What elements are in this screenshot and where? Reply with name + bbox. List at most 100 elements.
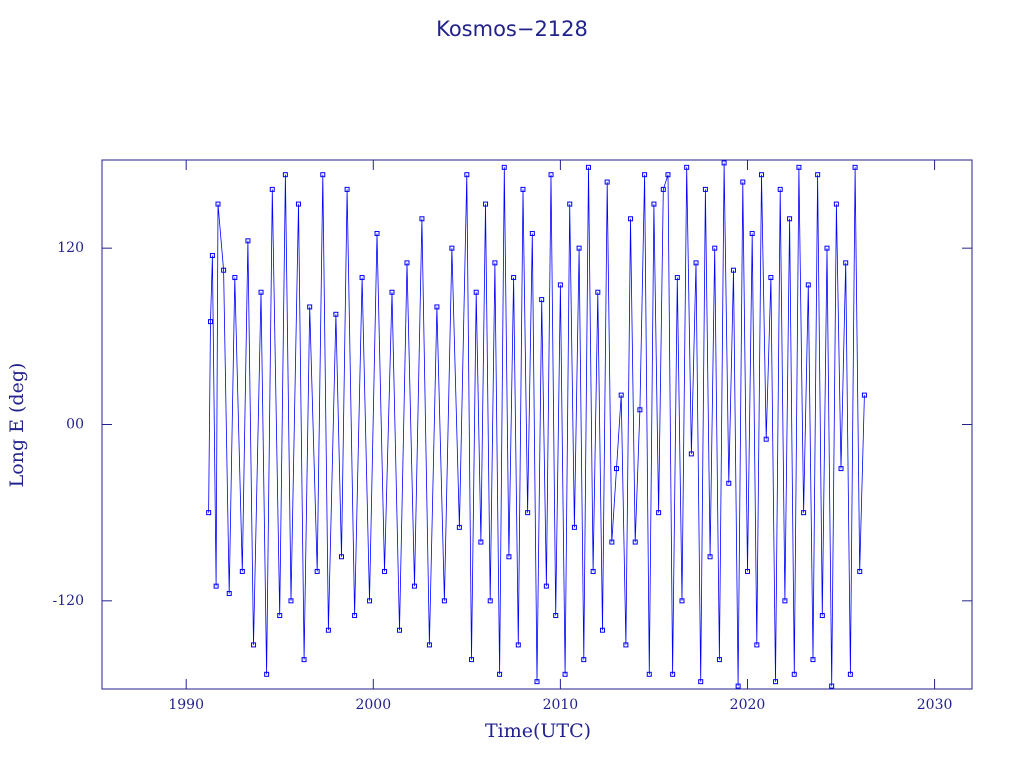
point — [702, 186, 708, 192]
point — [576, 245, 582, 251]
point — [206, 510, 212, 516]
x-tick-label: 1990 — [168, 697, 204, 713]
point — [782, 598, 788, 604]
point — [277, 613, 283, 619]
point — [325, 627, 331, 633]
point — [282, 172, 288, 178]
point — [258, 289, 264, 295]
point — [208, 319, 214, 325]
point — [674, 275, 680, 281]
point — [426, 642, 432, 648]
plot-area — [206, 160, 867, 689]
point — [469, 657, 475, 663]
point — [599, 627, 605, 633]
point — [707, 554, 713, 560]
point — [838, 466, 844, 472]
point — [763, 436, 769, 442]
point — [730, 267, 736, 273]
chart-title: Kosmos−2128 — [436, 17, 588, 41]
point — [773, 679, 779, 685]
point — [221, 267, 227, 273]
point — [642, 172, 648, 178]
point — [660, 186, 666, 192]
point — [768, 275, 774, 281]
point — [693, 260, 699, 266]
point — [861, 392, 867, 398]
point — [215, 201, 221, 207]
point — [623, 642, 629, 648]
point — [791, 671, 797, 677]
point — [833, 201, 839, 207]
point — [632, 539, 638, 545]
point — [232, 275, 238, 281]
point — [301, 657, 307, 663]
point — [590, 568, 596, 574]
point — [441, 598, 447, 604]
x-tick-label: 2010 — [543, 697, 579, 713]
point — [847, 671, 853, 677]
point — [829, 683, 835, 689]
y-axis-label: Long E (deg) — [6, 363, 28, 488]
point — [656, 510, 662, 516]
point — [553, 613, 559, 619]
point — [483, 201, 489, 207]
point — [595, 289, 601, 295]
point — [534, 679, 540, 685]
point — [735, 683, 741, 689]
point — [759, 172, 765, 178]
point — [614, 466, 620, 472]
point — [449, 245, 455, 251]
point — [571, 524, 577, 530]
point — [543, 583, 549, 589]
point — [819, 613, 825, 619]
point — [529, 230, 535, 236]
x-tick-label: 2000 — [355, 697, 391, 713]
point — [501, 164, 507, 170]
point — [251, 642, 257, 648]
point — [646, 671, 652, 677]
point — [497, 671, 503, 677]
point — [721, 160, 727, 166]
point — [604, 179, 610, 185]
series-line — [208, 162, 865, 687]
point — [245, 238, 251, 244]
point — [585, 164, 591, 170]
point — [213, 583, 219, 589]
point — [740, 179, 746, 185]
point — [352, 613, 358, 619]
point — [389, 289, 395, 295]
point — [226, 590, 232, 596]
point — [749, 230, 755, 236]
point — [520, 186, 526, 192]
point — [511, 275, 517, 281]
point — [209, 253, 215, 259]
point — [288, 598, 294, 604]
point — [567, 201, 573, 207]
point — [434, 304, 440, 310]
point — [698, 679, 704, 685]
point — [843, 260, 849, 266]
point — [688, 451, 694, 457]
point — [815, 172, 821, 178]
point — [320, 172, 326, 178]
point — [419, 216, 425, 222]
point — [333, 311, 339, 317]
point — [824, 245, 830, 251]
point — [581, 657, 587, 663]
point — [618, 392, 624, 398]
point — [684, 164, 690, 170]
point — [712, 245, 718, 251]
point — [239, 568, 245, 574]
point — [665, 172, 671, 178]
point — [478, 539, 484, 545]
point — [777, 186, 783, 192]
point — [367, 598, 373, 604]
point — [264, 671, 270, 677]
point — [726, 480, 732, 486]
point — [411, 583, 417, 589]
point — [716, 657, 722, 663]
x-tick-label: 2020 — [730, 697, 766, 713]
point — [404, 260, 410, 266]
point — [628, 216, 634, 222]
